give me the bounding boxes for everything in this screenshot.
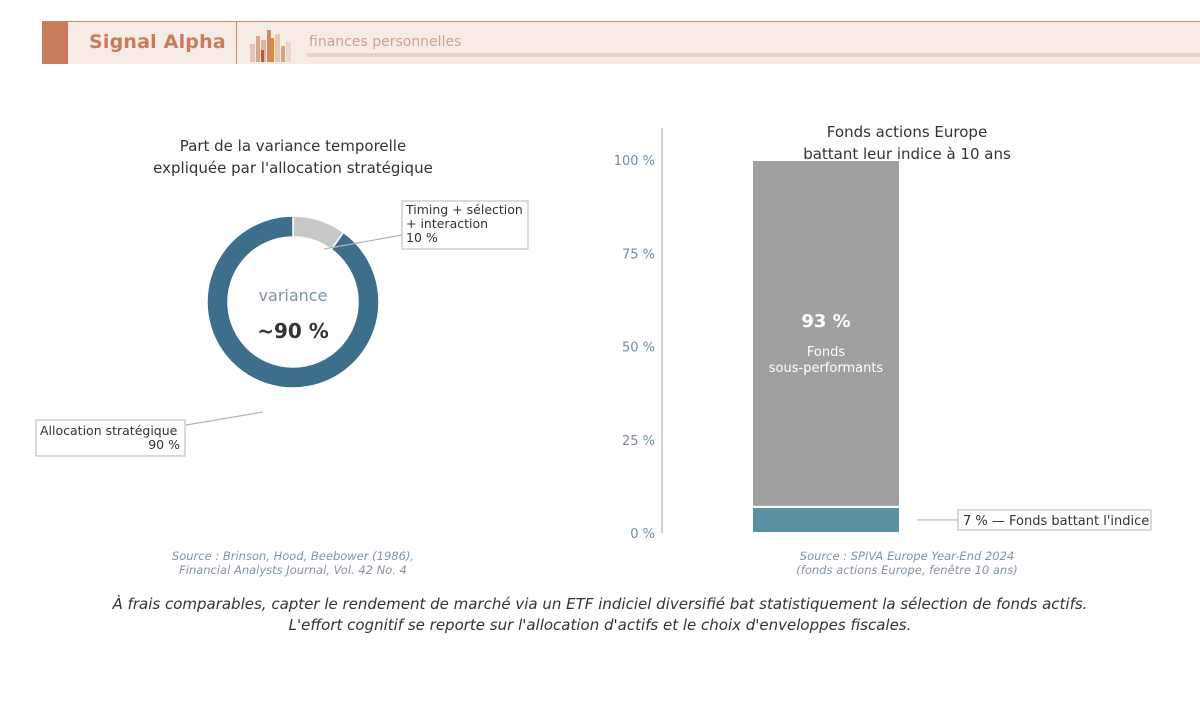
donut-callout-text-0-2: 10 % [406,230,438,245]
donut-callout-box-0 [401,200,529,250]
donut-callout-text-1-1: 90 % [148,437,180,452]
bar-title-line-1: Fonds actions Europe [826,123,988,141]
y-tick-label-4: 100 % [614,154,655,169]
donut-callout-text-1-0: Allocation stratégique [40,423,178,438]
donut-callout-text-0-0: Timing + sélection [405,202,523,217]
donut-title-line-2: expliquée par l'allocation stratégique [153,159,433,177]
bar-title-line-2: battant leur indice à 10 ans [803,145,1011,163]
donut-source: Source : Brinson, Hood, Beebower (1986),… [120,549,466,577]
donut-center-label: variance [259,286,328,305]
footnote-line-1: À frais comparables, capter le rendement… [112,595,1088,613]
bar-segment-1 [751,159,901,508]
donut-leader-line-0 [323,234,403,250]
bar-callout-box [957,509,1152,531]
donut-leader-line-1 [185,411,264,426]
bar-chart-logo-icon [250,30,291,62]
footnote: À frais comparables, capter le rendement… [0,594,1200,636]
donut-title-line-1: Part de la variance temporelle [179,137,407,155]
donut-callout-text-0-1: + interaction [406,216,488,231]
bar-segment-0 [751,505,901,535]
bar-source-line-2: (fonds actions Europe, fenêtre 10 ans) [796,563,1018,577]
banner-rule [307,53,1200,57]
y-tick-label-3: 75 % [622,247,655,262]
bar-segment-label-1: sous-performants [769,361,884,376]
donut-chart-title: Part de la variance temporelle expliquée… [120,135,466,179]
y-tick-label-1: 25 % [622,434,655,449]
bar-source: Source : SPIVA Europe Year-End 2024 (fon… [720,549,1094,577]
brand-color-block [42,22,68,64]
header-banner: Signal Alpha finances personnelles [42,21,1200,64]
bar-segment-label-0: Fonds [807,345,845,360]
stacked-bar-chart: 0 % 25 % 50 % 75 % 100 % 93 % Fondssous-perfor… [614,128,1152,542]
footnote-line-2: L'effort cognitif se reporte sur l'alloc… [288,616,912,634]
bar-callout-text: 7 % — Fonds battant l'indice [963,514,1149,529]
bar-value-label-sous-performants: 93 % [801,311,850,332]
banner-subtitle: finances personnelles [309,34,462,50]
donut-source-line-2: Financial Analysts Journal, Vol. 42 No. … [179,563,407,577]
donut-callout-box-1 [35,419,186,457]
donut-slice-1 [206,215,380,389]
bar-chart-title: Fonds actions Europe battant leur indice… [720,121,1094,165]
y-tick-label-2: 50 % [622,341,655,356]
donut-chart: variance ~90 % Timing + sélection+ interac… [35,200,529,457]
bar-source-line-1: Source : SPIVA Europe Year-End 2024 [799,549,1015,563]
brand-name: Signal Alpha [89,31,226,53]
donut-source-line-1: Source : Brinson, Hood, Beebower (1986), [171,549,415,563]
donut-center-value: ~90 % [257,319,329,343]
banner-divider [236,22,237,64]
y-tick-label-0: 0 % [630,527,655,542]
